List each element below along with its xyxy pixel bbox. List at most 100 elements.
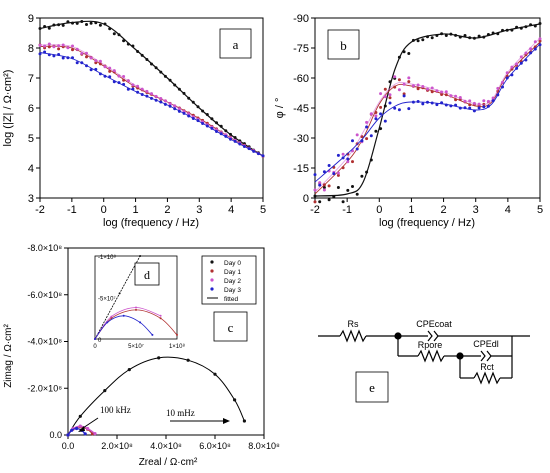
- data-point: [131, 83, 135, 87]
- inset-x-tick-label: 0: [93, 344, 97, 350]
- data-point: [247, 147, 251, 151]
- label-rpore: Rpore: [418, 340, 443, 350]
- data-point: [341, 166, 345, 170]
- panel-e-equivalent-circuit: [318, 329, 530, 385]
- data-point: [94, 59, 98, 63]
- y-tick-label: -45: [293, 103, 309, 115]
- legend: Day 0 Day 1 Day 2 Day 3 fitted: [201, 255, 257, 305]
- data-point: [85, 51, 88, 55]
- data-point: [369, 158, 373, 162]
- x-tick-label: 4.0×10⁸: [150, 441, 182, 451]
- data-point: [213, 372, 217, 376]
- panel-b-xlabel: log (frequency / Hz): [379, 217, 475, 229]
- data-point: [205, 124, 209, 128]
- inset-y-tick-label: 0: [98, 338, 102, 344]
- data-point: [112, 80, 116, 84]
- data-point: [444, 90, 448, 94]
- data-point: [66, 20, 70, 24]
- data-point: [131, 87, 135, 91]
- data-point: [168, 102, 172, 106]
- panel-c-xlabel: Zreal / Ω·cm²: [139, 457, 198, 468]
- data-point: [416, 83, 420, 87]
- data-point: [187, 114, 191, 118]
- y-tick-label: 7: [28, 73, 34, 85]
- data-point: [108, 69, 112, 73]
- data-point: [61, 23, 65, 27]
- data-point: [454, 94, 458, 98]
- y-tick-label: -75: [293, 43, 309, 55]
- panel-c-label: c: [228, 320, 234, 335]
- legend-label: fitted: [224, 296, 238, 303]
- x-tick-label: 1: [408, 204, 414, 216]
- data-point: [430, 90, 434, 94]
- cpe-dl-left: [480, 350, 486, 362]
- data-point: [468, 99, 472, 103]
- data-point: [122, 78, 126, 82]
- data-point: [440, 93, 444, 96]
- data-point: [402, 94, 406, 98]
- y-tick-label: -2.0×10⁸: [27, 383, 62, 393]
- data-point: [66, 433, 70, 437]
- inset-point: [159, 317, 162, 320]
- data-point: [136, 90, 140, 94]
- data-point: [435, 34, 439, 37]
- y-tick-label: 8: [28, 43, 34, 55]
- data-point: [379, 92, 383, 96]
- data-point: [75, 21, 79, 25]
- y-tick-label: -4.0×10⁸: [27, 337, 62, 347]
- data-point: [177, 87, 181, 91]
- data-point: [538, 22, 542, 25]
- data-point: [224, 129, 228, 133]
- data-point: [47, 53, 51, 57]
- x-tick-label: 3: [473, 204, 479, 216]
- y-tick-label: 6: [28, 103, 34, 115]
- cpe-coat-left: [427, 330, 433, 342]
- data-point: [510, 65, 514, 69]
- y-tick-label: -15: [293, 163, 309, 175]
- annotation-100khz: 100 kHz: [100, 405, 131, 415]
- legend-marker: [210, 287, 214, 291]
- data-point: [402, 50, 406, 54]
- y-tick-label: -6.0×10⁸: [27, 290, 62, 300]
- data-point: [219, 132, 223, 136]
- data-point: [468, 103, 472, 107]
- data-point: [454, 103, 458, 107]
- data-point: [131, 44, 135, 48]
- data-point: [98, 59, 102, 63]
- data-point: [57, 44, 61, 48]
- inset-point: [151, 333, 154, 336]
- data-point: [416, 87, 420, 91]
- data-point: [341, 156, 345, 160]
- data-point: [491, 99, 495, 103]
- data-point: [369, 112, 373, 116]
- data-point: [322, 186, 326, 189]
- data-point: [435, 89, 439, 93]
- inset-point: [122, 314, 125, 317]
- data-point: [52, 45, 56, 49]
- data-point: [346, 160, 350, 164]
- data-point: [407, 107, 411, 111]
- data-point: [477, 34, 481, 38]
- data-point: [233, 398, 237, 402]
- data-point: [463, 106, 467, 110]
- data-point: [108, 66, 112, 70]
- data-point: [112, 69, 116, 73]
- data-point: [47, 26, 51, 30]
- data-point: [383, 95, 387, 99]
- data-point: [80, 20, 84, 23]
- data-point: [346, 188, 350, 192]
- data-point: [519, 61, 523, 65]
- data-point: [233, 139, 237, 143]
- data-point: [496, 32, 500, 36]
- data-point: [430, 101, 434, 105]
- data-point: [136, 50, 140, 53]
- panel-a-xlabel: log (frequency / Hz): [103, 217, 199, 229]
- legend-marker: [210, 278, 214, 282]
- data-point: [61, 56, 65, 60]
- data-point: [440, 90, 444, 94]
- data-point: [154, 94, 158, 98]
- data-point: [313, 188, 317, 192]
- inset-point: [139, 321, 142, 324]
- data-point: [61, 43, 65, 47]
- data-point: [491, 96, 495, 100]
